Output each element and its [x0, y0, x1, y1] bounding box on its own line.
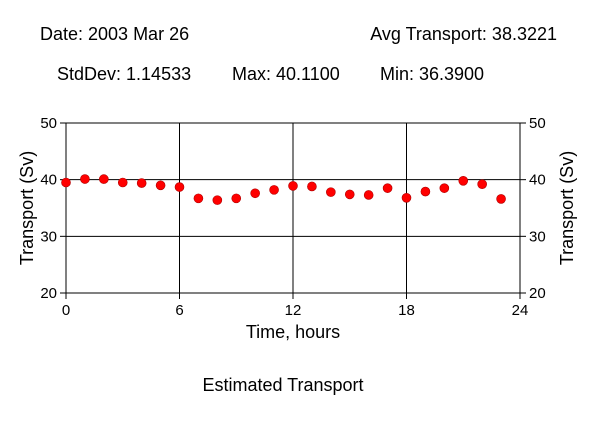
- y-tick-label-left: 30: [40, 228, 57, 245]
- x-tick-label: 0: [62, 302, 70, 319]
- data-point: [155, 180, 166, 191]
- data-point: [61, 177, 71, 188]
- data-point: [80, 174, 90, 184]
- data-point: [231, 193, 242, 204]
- y-tick-label-left: 50: [40, 115, 57, 132]
- data-point: [174, 182, 185, 192]
- x-tick-label: 18: [398, 302, 415, 319]
- y-tick-label-right: 20: [529, 285, 546, 302]
- grid-lines: [66, 123, 520, 293]
- y-tick-label-right: 50: [529, 115, 546, 132]
- data-point: [420, 186, 431, 197]
- y-axis-title-left: Transport (Sv): [17, 151, 37, 265]
- avg-transport-label: Avg Transport: 38.3221: [370, 24, 557, 44]
- x-tick-label: 24: [512, 302, 529, 319]
- data-point: [401, 193, 412, 203]
- data-point: [250, 188, 260, 199]
- stddev-label: StdDev: 1.14533: [57, 64, 192, 84]
- x-axis-title: Time, hours: [246, 322, 340, 342]
- data-point: [477, 179, 487, 189]
- data-point: [269, 185, 279, 195]
- x-tick-label: 6: [175, 302, 183, 319]
- min-label: Min: 36.3900: [380, 64, 485, 84]
- max-label: Max: 40.1100: [232, 64, 340, 84]
- data-point: [193, 193, 204, 204]
- data-point: [363, 190, 374, 200]
- data-point: [117, 177, 128, 188]
- data-point: [382, 183, 393, 193]
- data-point: [288, 181, 298, 191]
- data-point: [99, 174, 109, 184]
- data-point: [212, 195, 223, 205]
- data-point: [326, 187, 336, 197]
- data-point: [458, 176, 469, 186]
- data-point: [344, 189, 355, 200]
- chart-caption: Estimated Transport: [202, 375, 364, 395]
- data-points: [61, 174, 506, 205]
- x-tick-label: 12: [285, 302, 302, 319]
- y-axis-title-right: Transport (Sv): [557, 151, 577, 265]
- data-point: [496, 194, 506, 204]
- y-tick-label-right: 40: [529, 172, 546, 189]
- y-tick-label-left: 20: [40, 285, 57, 302]
- date-label: Date: 2003 Mar 26: [40, 24, 190, 44]
- data-point: [136, 178, 147, 188]
- y-tick-label-left: 40: [40, 172, 57, 189]
- y-tick-label-right: 30: [529, 228, 546, 245]
- data-point: [439, 183, 450, 193]
- data-point: [307, 181, 317, 192]
